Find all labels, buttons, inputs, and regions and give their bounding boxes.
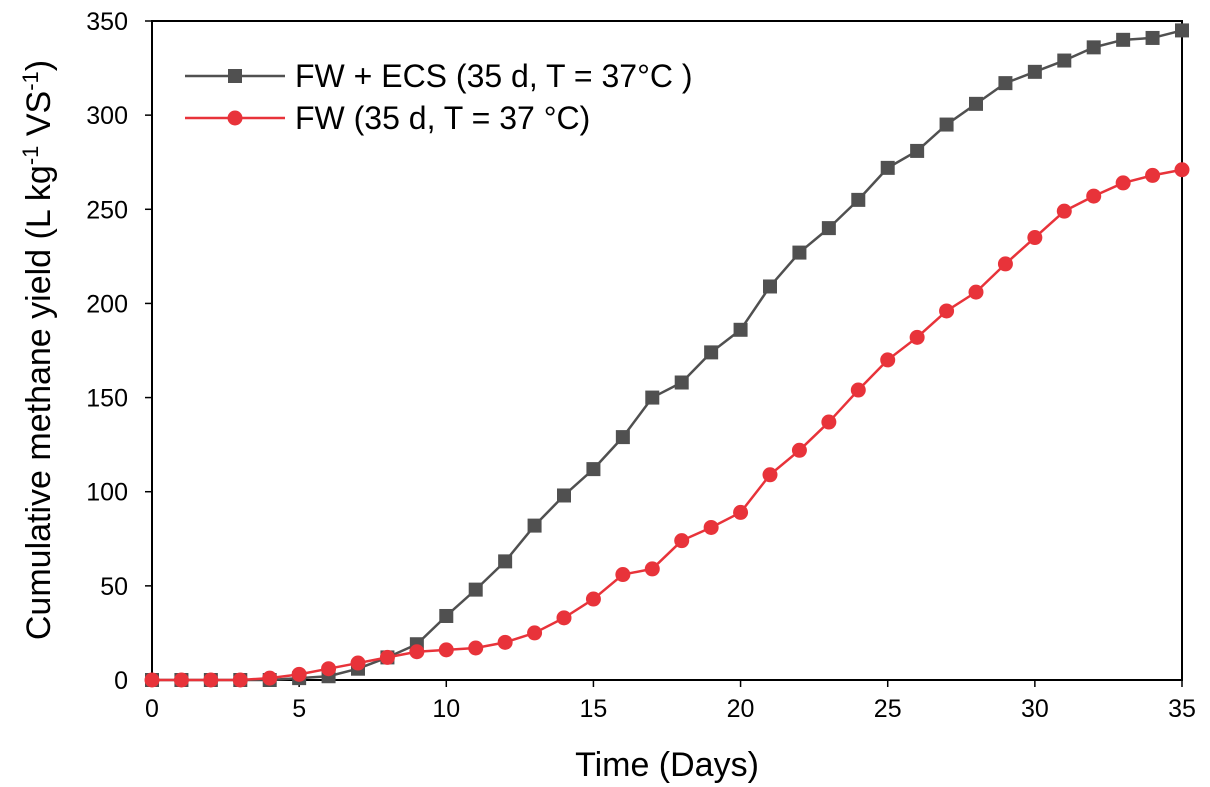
y-tick-label: 150: [86, 385, 128, 413]
data-point-circle: [939, 303, 955, 319]
data-point-circle: [1027, 230, 1043, 246]
x-tick-label: 0: [145, 695, 159, 723]
plot-frame: [151, 20, 1183, 681]
x-tick-label: 20: [727, 695, 755, 723]
data-point-square: [733, 322, 748, 337]
data-point-circle: [173, 672, 189, 688]
data-point-square: [645, 390, 660, 405]
data-point-circle: [880, 352, 896, 368]
data-point-circle: [968, 284, 984, 300]
data-point-circle: [468, 640, 484, 656]
data-point-square: [969, 96, 983, 111]
data-point-circle: [791, 442, 807, 458]
data-point-circle: [585, 591, 601, 607]
y-tick-label: 250: [86, 196, 128, 224]
legend-marker-fw-ecs: [228, 69, 242, 83]
data-point-square: [851, 192, 866, 207]
data-point-circle: [674, 533, 690, 549]
series-line: [152, 168, 1183, 682]
data-point-square: [1057, 53, 1072, 68]
y-tick-label: 300: [86, 102, 128, 130]
data-point-square: [557, 488, 571, 503]
data-point-circle: [821, 414, 837, 430]
x-tick-label: 15: [580, 695, 608, 723]
data-point-square: [821, 221, 836, 236]
data-point-square: [998, 76, 1013, 91]
data-point-circle: [1174, 162, 1190, 178]
data-point-square: [704, 345, 719, 360]
data-point-circle: [615, 567, 631, 583]
x-tick-label: 25: [874, 695, 902, 723]
x-tick-label: 10: [432, 695, 460, 723]
data-point-circle: [1115, 175, 1131, 191]
y-axis-title: Cumulative methane yield (L kg-1 VS-1): [18, 60, 58, 640]
y-axis-title-sup1: -1: [18, 146, 43, 166]
data-point-square: [1145, 30, 1160, 45]
x-tick-label: 30: [1021, 695, 1049, 723]
data-point-circle: [1056, 203, 1072, 219]
data-point-circle: [203, 672, 219, 688]
data-point-square: [674, 375, 689, 390]
data-point-circle: [379, 649, 395, 665]
y-axis-title-main: Cumulative methane yield (L kg: [20, 165, 58, 640]
data-point-circle: [762, 467, 778, 483]
data-point-circle: [409, 644, 425, 660]
data-point-square: [615, 430, 630, 445]
data-point-square: [527, 518, 542, 533]
data-point-circle: [556, 610, 572, 626]
y-axis-title-mid: VS: [20, 91, 58, 146]
data-point-circle: [497, 634, 513, 650]
data-point-circle: [144, 672, 160, 688]
data-point-square: [939, 117, 954, 132]
data-point-square: [586, 462, 601, 477]
data-point-square: [1116, 32, 1131, 47]
data-point-circle: [997, 256, 1013, 272]
data-point-square: [498, 554, 513, 569]
data-point-circle: [350, 655, 366, 671]
data-point-circle: [1145, 167, 1161, 183]
y-tick-label: 200: [86, 290, 128, 318]
y-tick-label: 350: [86, 8, 128, 36]
y-tick-label: 0: [114, 667, 128, 695]
y-tick-label: 100: [86, 479, 128, 507]
series-group: [144, 162, 1190, 688]
data-point-circle: [291, 666, 307, 682]
data-point-square: [439, 608, 454, 623]
data-point-circle: [232, 672, 248, 688]
data-point-circle: [262, 670, 278, 686]
data-point-square: [880, 160, 895, 175]
series-layer: [144, 23, 1190, 688]
y-tick-label: 50: [100, 573, 128, 601]
data-point-circle: [644, 561, 660, 577]
data-point-circle: [850, 382, 866, 398]
data-point-square: [1086, 40, 1101, 55]
data-point-circle: [703, 519, 719, 535]
legend: FW + ECS (35 d, T = 37°C ) FW (35 d, T =…: [185, 58, 693, 136]
data-point-square: [763, 279, 777, 294]
legend-item-fw-ecs: FW + ECS (35 d, T = 37°C ): [185, 58, 693, 94]
data-point-circle: [321, 661, 337, 677]
data-point-circle: [733, 504, 749, 520]
data-point-square: [1027, 64, 1042, 79]
x-axis-ticks: 0 5 10 15 20 25 30 35: [145, 680, 1196, 723]
data-point-circle: [438, 642, 454, 658]
y-axis-title-end: ): [20, 60, 58, 71]
data-point-square: [910, 143, 925, 158]
legend-label-fw: FW (35 d, T = 37 °C): [295, 100, 590, 136]
data-point-circle: [1086, 188, 1102, 204]
x-axis-title: Time (Days): [575, 746, 759, 784]
y-axis-title-sup2: -1: [18, 71, 43, 91]
data-point-square: [1175, 23, 1189, 38]
data-point-circle: [909, 329, 925, 345]
legend-item-fw: FW (35 d, T = 37 °C): [185, 100, 590, 136]
x-tick-label: 35: [1168, 695, 1196, 723]
legend-marker-fw: [227, 110, 243, 126]
legend-label-fw-ecs: FW + ECS (35 d, T = 37°C ): [295, 58, 693, 94]
x-tick-label: 5: [292, 695, 306, 723]
data-point-circle: [527, 625, 543, 641]
data-point-square: [468, 582, 483, 597]
y-axis-ticks: 0 50 100 150 200 250 300 350: [86, 8, 152, 695]
data-point-square: [792, 245, 807, 260]
